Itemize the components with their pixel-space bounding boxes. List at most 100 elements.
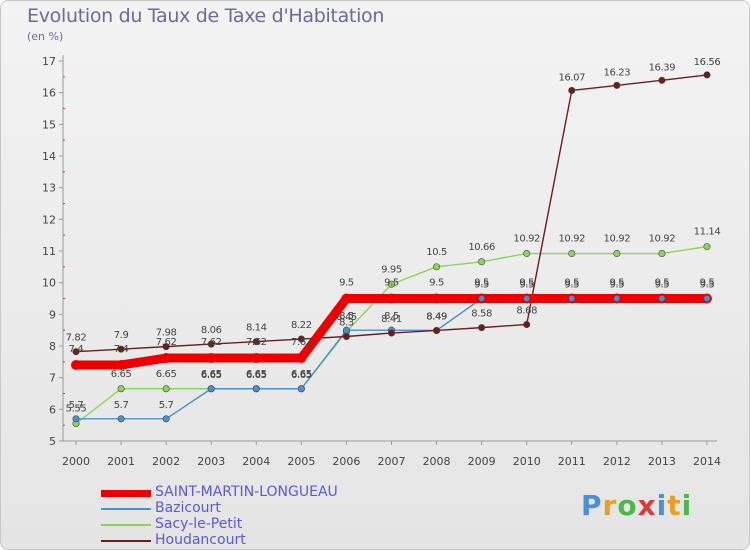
data-point xyxy=(703,71,711,79)
data-label: 8.5 xyxy=(384,311,399,322)
data-label: 9.5 xyxy=(384,278,399,289)
x-tick-label: 2011 xyxy=(558,455,586,468)
x-tick-label: 2000 xyxy=(62,455,90,468)
data-label: 8.49 xyxy=(426,311,447,322)
data-label: 8.06 xyxy=(201,325,222,336)
data-point xyxy=(72,348,80,356)
data-point xyxy=(251,353,262,364)
data-label: 8.49 xyxy=(426,311,447,322)
data-label: 9.5 xyxy=(519,280,534,291)
y-tick-label: 11 xyxy=(42,245,56,258)
data-point xyxy=(658,250,666,258)
x-tick-label: 2003 xyxy=(197,455,225,468)
data-point xyxy=(297,335,305,343)
data-label: 9.5 xyxy=(519,278,534,289)
y-tick-label: 12 xyxy=(42,213,56,226)
data-label: 9.5 xyxy=(429,278,444,289)
data-label: 7.98 xyxy=(156,328,177,339)
x-tick-label: 2001 xyxy=(107,455,135,468)
data-label: 7.82 xyxy=(66,333,87,344)
data-point xyxy=(523,320,531,328)
brand-letter: t xyxy=(667,489,682,522)
legend-swatch-houdancourt xyxy=(101,540,151,542)
brand-letter: x xyxy=(637,489,657,522)
brand-letter: i xyxy=(681,489,693,522)
chart-title: Evolution du Taux de Taxe d'Habitation xyxy=(27,5,385,27)
data-point xyxy=(162,415,170,423)
data-label: 6.65 xyxy=(246,369,267,380)
brand-letter: P xyxy=(581,489,603,522)
y-tick-label: 5 xyxy=(49,435,56,448)
data-point xyxy=(71,360,81,370)
x-tick-label: 2009 xyxy=(468,455,496,468)
legend-label-saint-martin-longueau: SAINT-MARTIN-LONGUEAU xyxy=(155,484,338,500)
data-point xyxy=(387,329,395,337)
data-label: 16.23 xyxy=(604,67,631,78)
data-point xyxy=(207,385,215,393)
data-label: 7.62 xyxy=(201,337,222,348)
data-point xyxy=(117,415,125,423)
data-label: 9.5 xyxy=(700,278,715,289)
brand-logo: Proxiti xyxy=(581,489,692,522)
legend-swatch-bazicourt xyxy=(101,508,151,510)
data-point xyxy=(523,250,531,258)
data-label: 9.5 xyxy=(655,280,670,291)
data-label: 7.9 xyxy=(114,330,129,341)
data-label: 10.92 xyxy=(604,234,631,245)
data-label: 6.65 xyxy=(201,370,222,381)
data-label: 6.65 xyxy=(111,369,132,380)
y-tick-label: 17 xyxy=(42,55,56,68)
legend-swatch-saint-martin-longueau xyxy=(101,490,151,497)
data-point xyxy=(478,258,486,266)
brand-letter: i xyxy=(656,489,668,522)
y-tick-label: 13 xyxy=(42,182,56,195)
data-label: 10.92 xyxy=(513,234,540,245)
y-tick-label: 15 xyxy=(42,118,56,131)
data-label: 9.5 xyxy=(339,278,354,289)
data-label: 16.39 xyxy=(649,62,676,73)
data-point xyxy=(161,353,172,364)
legend-label-houdancourt: Houdancourt xyxy=(155,532,246,548)
data-label: 6.65 xyxy=(201,369,222,380)
data-label: 8.3 xyxy=(339,318,354,329)
x-tick-label: 2005 xyxy=(287,455,315,468)
data-point xyxy=(117,385,125,393)
y-tick-label: 10 xyxy=(42,277,56,290)
data-label: 8.22 xyxy=(291,320,312,331)
data-label: 9.5 xyxy=(564,278,579,289)
data-point xyxy=(613,81,621,89)
data-point xyxy=(252,385,260,393)
data-point xyxy=(568,86,576,94)
data-label: 7.62 xyxy=(156,337,177,348)
data-point xyxy=(117,345,125,353)
data-label: 10.5 xyxy=(426,247,447,258)
data-label: 16.56 xyxy=(694,57,721,68)
data-label: 9.5 xyxy=(609,280,624,291)
data-label: 8.41 xyxy=(381,314,402,325)
data-label: 9.5 xyxy=(655,278,670,289)
y-tick-label: 6 xyxy=(49,403,56,416)
x-tick-label: 2006 xyxy=(332,455,360,468)
data-point xyxy=(207,340,215,348)
data-label: 5.7 xyxy=(114,400,129,411)
y-tick-label: 8 xyxy=(49,340,56,353)
chart-unit-label: (en %) xyxy=(27,30,64,43)
data-label: 16.07 xyxy=(558,72,585,83)
x-tick-label: 2004 xyxy=(242,455,270,468)
data-label: 11.14 xyxy=(694,227,721,238)
data-label: 10.66 xyxy=(468,242,495,253)
data-label: 10.92 xyxy=(558,234,585,245)
data-label: 7.62 xyxy=(246,337,267,348)
data-label: 9.5 xyxy=(474,280,489,291)
data-label: 8.5 xyxy=(339,311,354,322)
data-label: 5.7 xyxy=(69,400,84,411)
data-point xyxy=(568,294,576,302)
data-point xyxy=(387,280,395,288)
data-label: 9.5 xyxy=(474,278,489,289)
data-point xyxy=(206,353,217,364)
data-label: 7.4 xyxy=(69,344,84,355)
y-tick-label: 14 xyxy=(42,150,56,163)
data-label: 8.68 xyxy=(516,305,537,316)
data-point xyxy=(658,76,666,84)
